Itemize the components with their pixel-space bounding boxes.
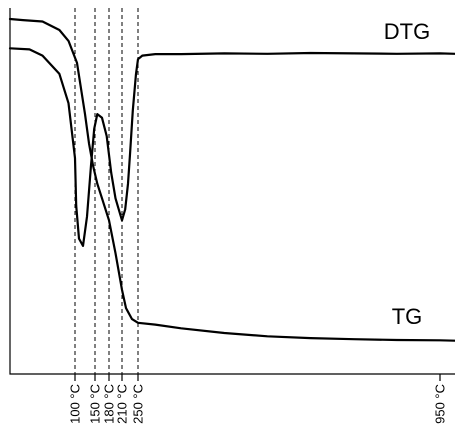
- x-tick-label-150: 150 °C: [88, 384, 103, 424]
- curves: [8, 17, 455, 342]
- x-tick-label-100: 100 °C: [68, 384, 83, 424]
- frame-axis: [9, 8, 455, 375]
- x-tick-label-950: 950 °C: [433, 384, 448, 424]
- dtg-label: DTG: [384, 19, 430, 44]
- dtg-curve: [8, 47, 455, 247]
- x-tick-label-210: 210 °C: [115, 384, 130, 424]
- reference-lines: [74, 8, 139, 374]
- x-tick-label-180: 180 °C: [102, 384, 117, 424]
- tg-curve: [8, 17, 455, 342]
- x-tick-label-250: 250 °C: [131, 384, 146, 424]
- tg-label: TG: [392, 304, 423, 329]
